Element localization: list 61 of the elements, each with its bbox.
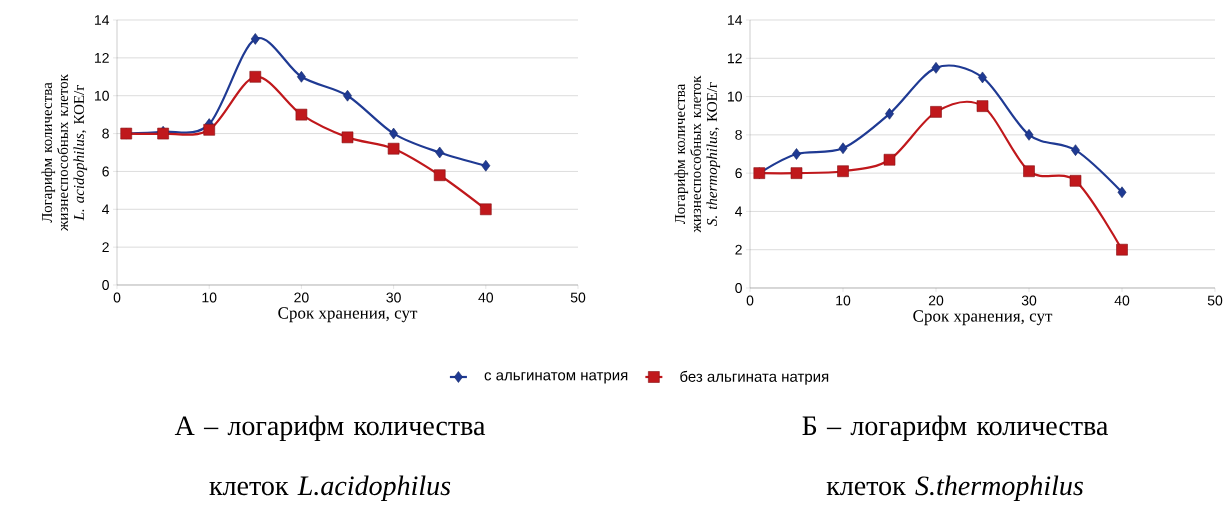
x-tick-label: 0	[113, 292, 121, 303]
y-tick-label: 2	[735, 244, 742, 255]
point	[481, 159, 491, 172]
point	[1116, 243, 1128, 256]
point	[249, 70, 262, 83]
x-tick-label: 40	[478, 292, 494, 303]
point	[838, 142, 848, 155]
text: А – логарифм количества клеток L.acidophilus	[174, 415, 486, 501]
point	[792, 148, 801, 160]
y-tick-label: 4	[735, 206, 743, 217]
x-tick-label: 30	[386, 292, 401, 303]
point	[885, 108, 894, 120]
point	[433, 169, 446, 182]
y-tick-label: 14	[727, 15, 743, 25]
point	[389, 127, 399, 140]
point	[250, 33, 260, 45]
point	[1069, 175, 1082, 187]
y-tick-label: 12	[727, 53, 742, 64]
x-tick-label: 10	[836, 295, 851, 306]
x-tick-label: 20	[928, 295, 944, 306]
point	[1071, 144, 1080, 156]
x-axis-title: Срок хранения, сут	[913, 310, 1053, 326]
y-tick-label: 8	[102, 128, 109, 139]
text: Б – логарифм количества клеток S.thermophilus	[802, 415, 1108, 501]
legend-label: без альгината натрия	[680, 370, 829, 385]
point	[1023, 165, 1035, 178]
legend-label: с альгинатом натрия	[484, 372, 628, 384]
point	[387, 142, 400, 155]
point	[790, 167, 803, 179]
x-axis-title: Срок хранения, сут	[278, 307, 418, 323]
point	[480, 203, 492, 216]
point	[295, 108, 308, 121]
y-tick-label: 10	[94, 90, 109, 101]
point	[837, 165, 849, 178]
point	[1024, 129, 1034, 141]
x-tick-label: 50	[1207, 295, 1223, 306]
point	[203, 123, 216, 136]
x-tick-label: 30	[1021, 295, 1037, 306]
point	[930, 106, 942, 118]
x-tick-label: 20	[294, 292, 309, 303]
y-tick-label: 4	[102, 204, 110, 215]
y-tick-label: 12	[94, 52, 109, 63]
point	[296, 70, 306, 83]
x-tick-label: 50	[570, 292, 586, 303]
point	[341, 131, 354, 144]
y-tick-label: 6	[735, 168, 742, 179]
y-tick-label: 2	[102, 242, 109, 253]
point	[976, 100, 989, 112]
point	[435, 146, 445, 159]
y-tick-label: 14	[94, 15, 110, 25]
y-tick-label: 10	[727, 91, 742, 102]
point	[883, 153, 896, 166]
point	[1117, 186, 1127, 199]
x-tick-label: 0	[746, 295, 754, 306]
y-tick-label: 0	[102, 280, 109, 290]
x-tick-label: 10	[202, 292, 217, 303]
point	[931, 62, 941, 74]
x-tick-label: 40	[1114, 295, 1130, 306]
y-tick-label: 0	[735, 283, 742, 293]
y-tick-label: 6	[102, 166, 109, 177]
y-tick-label: 8	[735, 129, 742, 140]
